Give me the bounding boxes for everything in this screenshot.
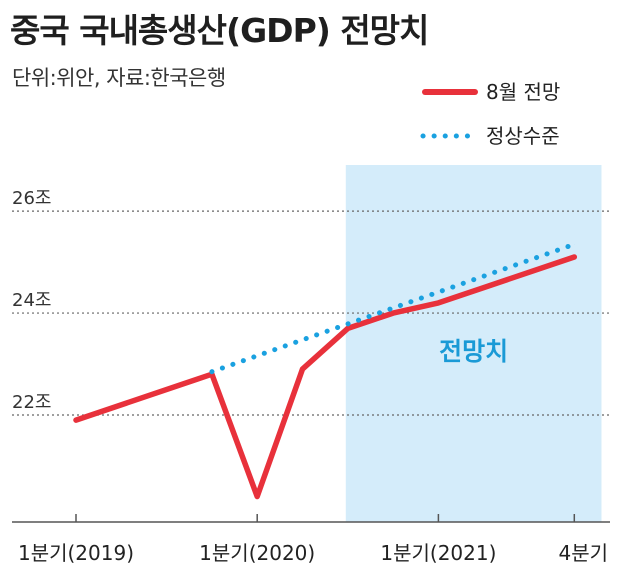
series-line-1 (209, 241, 577, 375)
y-tick-label-26: 26조 (12, 188, 51, 209)
chart-title: 중국 국내총생산(GDP) 전망치 (10, 11, 429, 50)
legend-label-1: 정상수준 (486, 124, 560, 148)
x-tick-label-0: 1분기(2019) (18, 541, 134, 565)
y-tick-label-24: 24조 (12, 290, 51, 311)
chart-subtitle: 단위:위안, 자료:한국은행 (12, 66, 226, 90)
forecast-region-label: 전망치 (439, 337, 508, 366)
x-tick-label-2: 1분기(2021) (380, 541, 496, 565)
forecast-region (345, 165, 602, 522)
x-tick-label-1: 1분기(2020) (199, 541, 315, 565)
legend-label-0: 8월 전망 (486, 80, 560, 104)
y-tick-label-22: 22조 (12, 392, 51, 413)
x-tick-label-3: 4분기 (558, 541, 608, 565)
